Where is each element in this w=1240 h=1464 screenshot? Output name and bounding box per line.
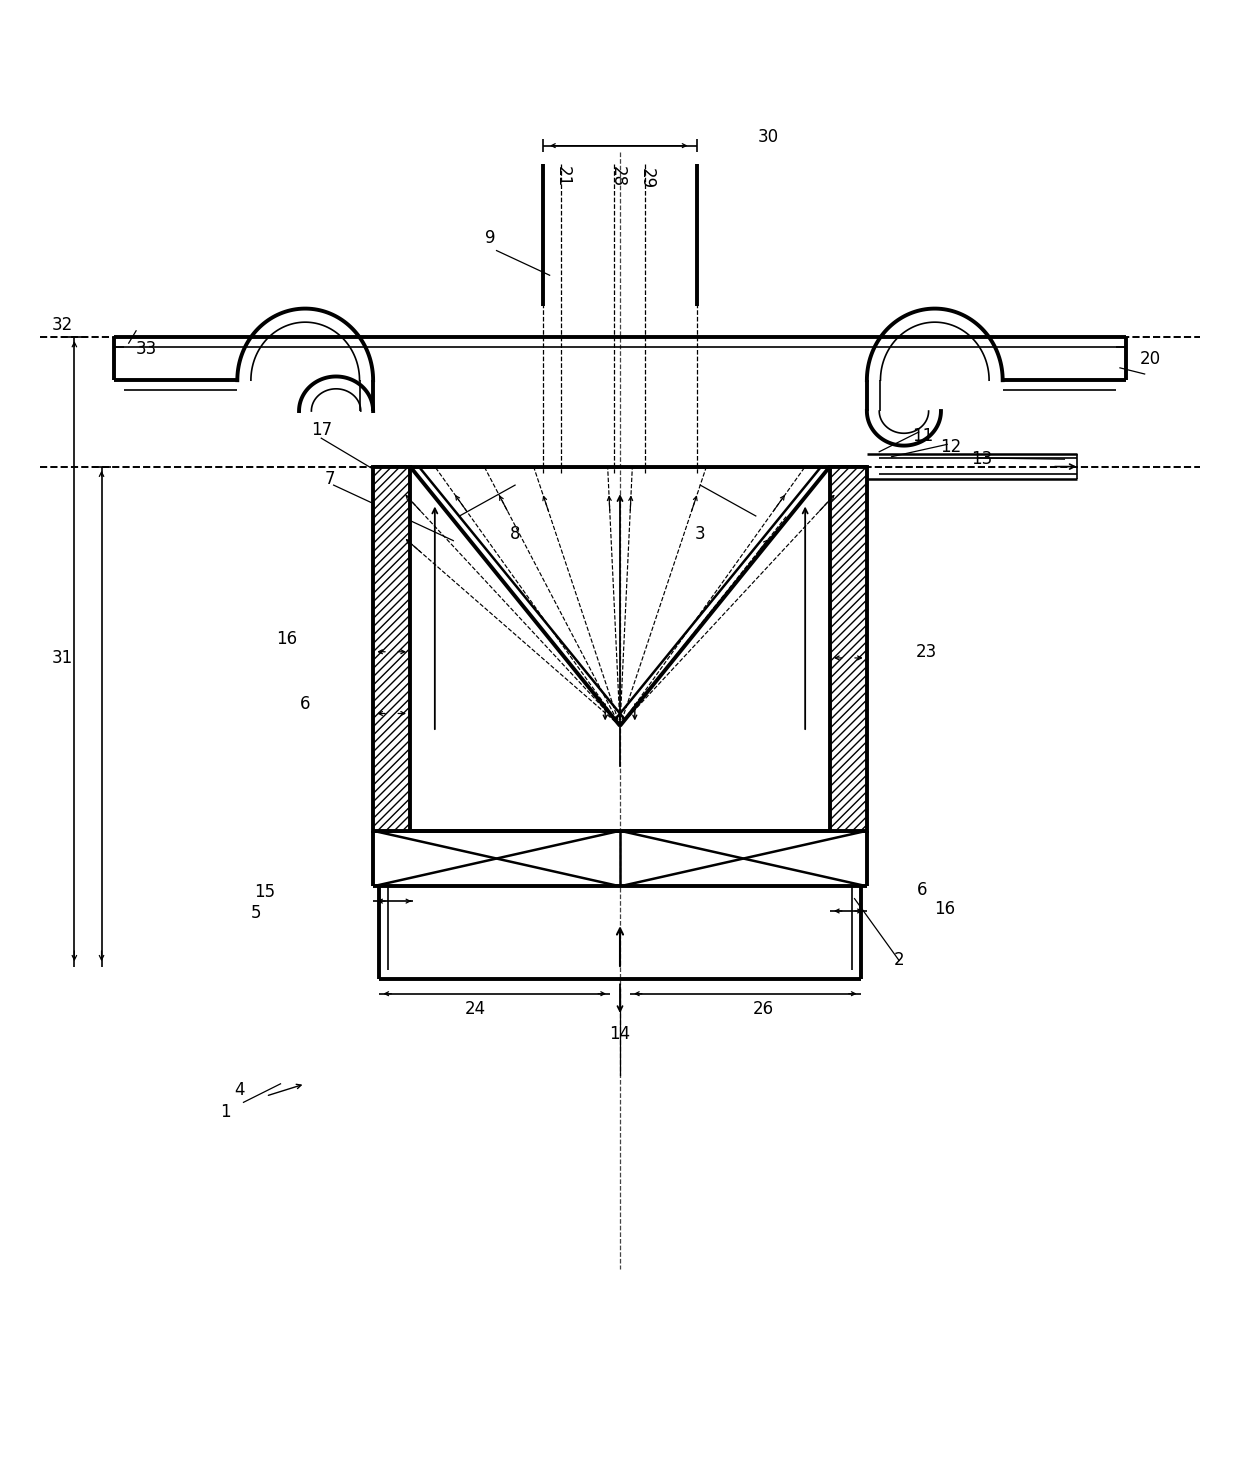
Text: 17: 17	[311, 420, 332, 439]
Text: 13: 13	[971, 451, 992, 468]
Text: 32: 32	[52, 316, 73, 334]
Text: 33: 33	[136, 340, 157, 359]
Text: 15: 15	[254, 883, 275, 902]
Bar	[830, 467, 867, 830]
Text: 20: 20	[1141, 350, 1162, 367]
Text: 16: 16	[934, 899, 955, 918]
Text: 9: 9	[485, 230, 496, 247]
Bar	[373, 467, 410, 830]
Text: 6: 6	[300, 694, 310, 713]
Text: 1: 1	[219, 1104, 231, 1121]
Text: 16: 16	[277, 631, 298, 649]
Text: 21: 21	[554, 165, 572, 187]
Bar	[373, 467, 410, 830]
Text: 28: 28	[609, 165, 626, 187]
Text: 12: 12	[940, 438, 961, 455]
Text: 6: 6	[918, 881, 928, 899]
Text: 5: 5	[250, 905, 262, 922]
Text: 2: 2	[894, 952, 904, 969]
Text: 31: 31	[52, 649, 73, 668]
Text: 3: 3	[694, 526, 706, 543]
Text: 23: 23	[915, 643, 936, 660]
Text: 8: 8	[510, 526, 521, 543]
Text: 7: 7	[325, 470, 335, 488]
Text: 26: 26	[753, 1000, 774, 1017]
Text: 29: 29	[639, 168, 656, 189]
Bar	[830, 467, 867, 830]
Text: 30: 30	[758, 127, 779, 146]
Text: 11: 11	[911, 426, 932, 445]
Text: 14: 14	[609, 1025, 631, 1044]
Text: 4: 4	[234, 1080, 246, 1099]
Text: 24: 24	[465, 1000, 486, 1017]
